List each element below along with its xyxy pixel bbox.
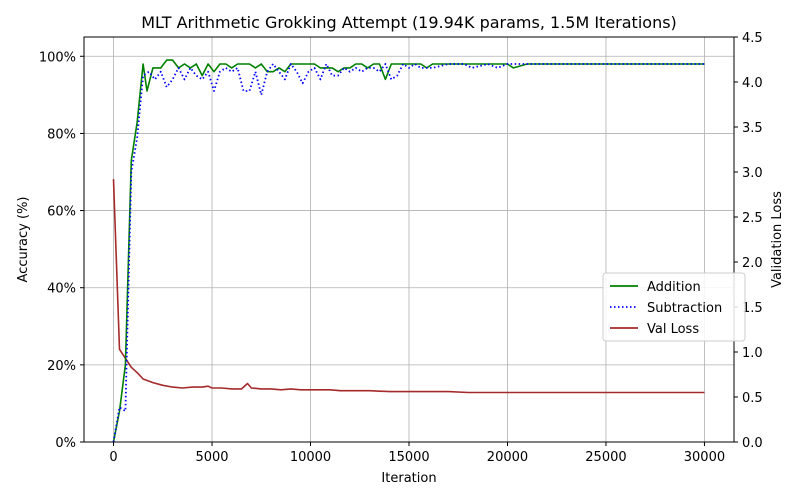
y2-tick-label: 3.5: [742, 121, 763, 136]
series-line-val-loss: [112, 179, 705, 394]
y2-tick-label: 2.0: [742, 256, 763, 271]
legend-label: Subtraction: [647, 301, 722, 316]
y2-tick-label: 3.0: [742, 166, 763, 181]
series-line-addition: [112, 59, 705, 443]
y-tick-label: 80%: [47, 127, 76, 142]
series-line-subtraction: [112, 63, 705, 443]
y-tick-label: 40%: [47, 282, 76, 297]
y-tick-label: 0%: [55, 436, 76, 451]
y-axis-left: 0% 20% 40% 60% 80% 100%: [39, 50, 84, 451]
legend-label: Addition: [647, 280, 701, 295]
legend-box: [602, 272, 746, 342]
y-tick-label: 20%: [47, 359, 76, 374]
y-tick-label: 60%: [47, 205, 76, 220]
y-axis-title: Accuracy (%): [16, 197, 31, 283]
legend: Addition Subtraction Val Loss: [602, 272, 746, 342]
y2-axis-title: Validation Loss: [770, 191, 785, 288]
y2-tick-label: 1.0: [742, 346, 763, 361]
x-axis: 0 5000 10000 15000 20000 25000 30000: [109, 442, 725, 465]
grid: [84, 37, 734, 443]
y2-tick-label: 1.5: [742, 301, 763, 316]
x-tick-label: 30000: [684, 450, 725, 465]
y2-tick-label: 0.0: [742, 436, 763, 451]
y2-tick-label: 4.0: [742, 76, 763, 91]
x-tick-label: 5000: [195, 450, 228, 465]
y-axis-right: 0.0 0.5 1.0 1.5 2.0 2.5 3.0 3.5 4.0 4.5: [734, 31, 763, 451]
x-axis-title: Iteration: [381, 471, 436, 486]
y2-tick-label: 2.5: [742, 211, 763, 226]
y-tick-label: 100%: [39, 50, 76, 65]
x-tick-label: 10000: [290, 450, 331, 465]
plot-area: [112, 59, 705, 443]
x-tick-label: 20000: [487, 450, 528, 465]
y2-tick-label: 0.5: [742, 391, 763, 406]
legend-label: Val Loss: [647, 322, 699, 337]
x-tick-label: 15000: [388, 450, 429, 465]
x-tick-label: 25000: [585, 450, 626, 465]
y2-tick-label: 4.5: [742, 31, 763, 46]
x-tick-label: 0: [109, 450, 117, 465]
chart-title: MLT Arithmetic Grokking Attempt (19.94K …: [141, 13, 677, 32]
